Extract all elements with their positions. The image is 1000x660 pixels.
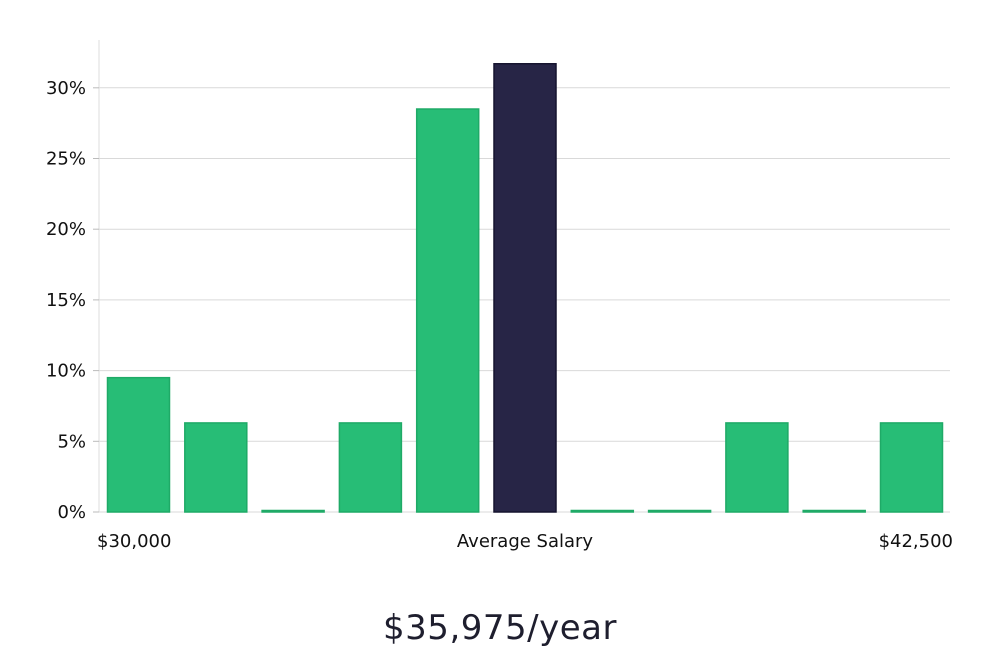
- y-tick-label: 30%: [46, 78, 86, 99]
- y-tick-label: 25%: [46, 149, 86, 170]
- average-salary-headline: $35,975/year: [383, 608, 617, 648]
- histogram-bar-highlighted: [493, 63, 557, 513]
- y-axis-ticks: 0% 5% 10% 15% 20% 25% 30%: [46, 78, 99, 523]
- histogram-bar: [184, 422, 248, 513]
- y-tick-label: 20%: [46, 219, 86, 240]
- histogram-bar: [647, 509, 712, 513]
- x-axis-title: Average Salary: [457, 531, 594, 552]
- histogram-bar: [261, 509, 325, 513]
- y-tick-label: 15%: [46, 290, 86, 311]
- histogram-bar: [106, 376, 171, 513]
- x-axis-max-label: $42,500: [879, 531, 953, 552]
- y-tick-label: 5%: [57, 431, 86, 452]
- x-axis-min-label: $30,000: [97, 531, 171, 552]
- histogram-bar: [879, 422, 944, 513]
- histogram-bar: [570, 509, 635, 513]
- y-tick-label: 0%: [57, 502, 86, 523]
- histogram-bar: [725, 422, 789, 513]
- histogram-bar: [802, 509, 866, 513]
- salary-histogram-chart: 0% 5% 10% 15% 20% 25% 30% $30,000 Average Sala…: [46, 40, 953, 552]
- bars: [106, 63, 944, 513]
- y-tick-label: 10%: [46, 361, 86, 382]
- histogram-bar: [338, 422, 403, 513]
- histogram-bar: [415, 108, 480, 513]
